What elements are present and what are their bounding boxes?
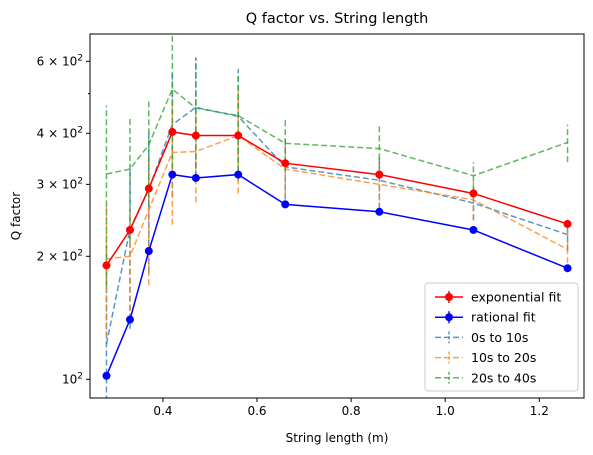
legend-label: 0s to 10s bbox=[471, 330, 528, 345]
data-point bbox=[281, 200, 290, 209]
x-axis: 0.4 0.6 0.8 1.0 1.2 bbox=[153, 398, 549, 418]
data-point bbox=[563, 219, 572, 228]
data-point bbox=[375, 207, 384, 216]
data-point bbox=[168, 170, 177, 179]
data-point bbox=[102, 261, 111, 270]
y-tick-label: 3 × 102 bbox=[37, 176, 83, 191]
y-axis-label: Q factor bbox=[9, 192, 23, 240]
data-point bbox=[281, 159, 290, 168]
data-point bbox=[144, 184, 153, 193]
legend-label: 20s to 40s bbox=[471, 370, 536, 385]
x-tick-label: 0.6 bbox=[247, 404, 266, 418]
legend-label: exponential fit bbox=[471, 290, 561, 305]
legend-entry: 20s to 40s bbox=[435, 370, 536, 385]
series-line bbox=[106, 134, 568, 260]
legend-entry: 10s to 20s bbox=[435, 350, 536, 365]
legend-entry: rational fit bbox=[435, 310, 536, 325]
series-line bbox=[105, 131, 568, 266]
y-tick-label: 102 bbox=[62, 371, 83, 386]
x-tick-label: 1.0 bbox=[436, 404, 455, 418]
legend-box bbox=[424, 282, 579, 392]
x-tick-label: 0.8 bbox=[342, 404, 361, 418]
y-tick-label: 6 × 102 bbox=[37, 53, 83, 68]
legend-swatch-marker bbox=[445, 293, 453, 301]
legend: exponential fit rational fit 0s to 10s 10s … bbox=[424, 282, 579, 392]
data-point bbox=[144, 247, 153, 256]
plot-frame bbox=[89, 33, 585, 399]
y-tick-label: 2 × 102 bbox=[37, 248, 83, 263]
data-point bbox=[469, 225, 478, 234]
series-rational-fit bbox=[102, 170, 572, 380]
data-point bbox=[469, 189, 478, 198]
data-point bbox=[191, 173, 200, 182]
data-point bbox=[168, 127, 177, 136]
data-point bbox=[191, 131, 200, 140]
legend-entry: exponential fit bbox=[435, 290, 561, 305]
x-tick-label: 1.2 bbox=[530, 404, 549, 418]
data-point bbox=[375, 170, 384, 179]
series-exponential-fit bbox=[102, 127, 572, 270]
legend-label: 10s to 20s bbox=[471, 350, 536, 365]
data-point bbox=[125, 315, 134, 324]
data-point bbox=[234, 170, 243, 179]
data-point bbox=[102, 371, 111, 380]
data-point bbox=[563, 264, 572, 273]
legend-entry: 0s to 10s bbox=[435, 330, 528, 345]
legend-swatch-marker bbox=[445, 313, 453, 322]
data-point bbox=[234, 131, 243, 140]
series-line bbox=[106, 87, 568, 177]
x-tick-label: 0.4 bbox=[153, 404, 172, 418]
series-layer bbox=[102, 34, 572, 398]
x-axis-label: String length (m) bbox=[286, 431, 389, 445]
series-line bbox=[105, 173, 568, 377]
chart-title: Q factor vs. String length bbox=[246, 11, 429, 27]
y-axis: 102 2 × 102 3 × 102 4 × 102 6 × 102 bbox=[37, 53, 90, 386]
y-tick-label: 4 × 102 bbox=[37, 125, 83, 140]
data-point bbox=[125, 225, 134, 234]
series-20s-to-40s bbox=[105, 34, 569, 288]
series-0s-to-10s bbox=[105, 57, 569, 398]
legend-label: rational fit bbox=[471, 310, 536, 325]
